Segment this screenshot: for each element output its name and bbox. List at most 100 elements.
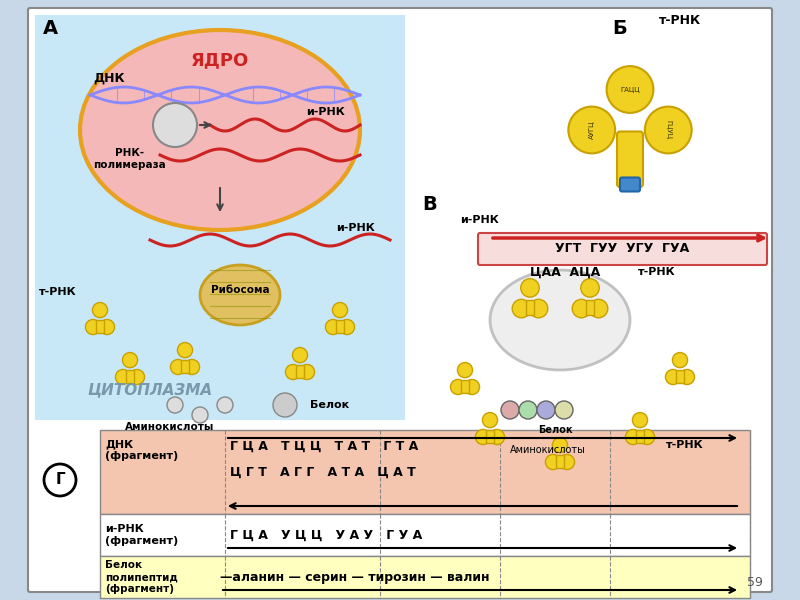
Circle shape xyxy=(93,302,107,317)
Text: А: А xyxy=(42,19,58,37)
Circle shape xyxy=(626,430,641,445)
FancyBboxPatch shape xyxy=(620,178,640,191)
Circle shape xyxy=(326,319,341,335)
Bar xyxy=(636,430,644,443)
Text: —аланин — серин — тирозин — валин: —аланин — серин — тирозин — валин xyxy=(220,571,490,583)
Circle shape xyxy=(679,370,694,385)
Text: ДНК: ДНК xyxy=(93,71,125,85)
Circle shape xyxy=(590,299,608,318)
Text: ЦИТОПЛАЗМА: ЦИТОПЛАЗМА xyxy=(87,383,213,397)
Bar xyxy=(181,360,189,373)
Text: т-РНК: т-РНК xyxy=(638,267,676,277)
Circle shape xyxy=(293,347,307,362)
Text: В: В xyxy=(422,196,438,214)
Circle shape xyxy=(555,401,573,419)
Bar xyxy=(556,455,564,467)
Text: ГАЦЦ: ГАЦЦ xyxy=(620,86,640,92)
Circle shape xyxy=(44,464,76,496)
Text: и-РНК: и-РНК xyxy=(306,107,345,117)
Text: ЦАА  АЦА: ЦАА АЦА xyxy=(530,265,600,278)
Text: Г Ц А   У Ц Ц   У А У   Г У А: Г Ц А У Ц Ц У А У Г У А xyxy=(230,529,422,541)
Circle shape xyxy=(86,319,101,335)
Circle shape xyxy=(639,430,654,445)
Circle shape xyxy=(553,437,567,452)
Circle shape xyxy=(153,103,197,147)
Circle shape xyxy=(167,397,183,413)
Circle shape xyxy=(450,379,466,395)
Circle shape xyxy=(633,413,647,428)
Circle shape xyxy=(475,430,490,445)
Bar xyxy=(526,300,534,316)
Text: УГТ  ГУУ  УГУ  ГУА: УГТ ГУУ УГУ ГУА xyxy=(555,242,689,256)
Circle shape xyxy=(501,401,519,419)
Ellipse shape xyxy=(80,30,360,230)
Circle shape xyxy=(333,302,347,317)
Circle shape xyxy=(568,107,615,154)
Text: т-РНК: т-РНК xyxy=(39,287,77,297)
FancyBboxPatch shape xyxy=(100,514,750,556)
Text: т-РНК: т-РНК xyxy=(666,440,704,450)
Bar xyxy=(126,370,134,383)
Bar xyxy=(676,370,684,383)
Bar xyxy=(486,430,494,443)
Circle shape xyxy=(546,454,561,470)
Text: Аминокислоты: Аминокислоты xyxy=(126,422,214,432)
FancyBboxPatch shape xyxy=(100,556,750,598)
Text: и-РНК: и-РНК xyxy=(336,223,375,233)
FancyBboxPatch shape xyxy=(35,15,405,420)
Circle shape xyxy=(482,413,498,428)
Circle shape xyxy=(185,359,199,374)
Circle shape xyxy=(339,319,354,335)
Circle shape xyxy=(299,364,314,380)
Text: и-РНК: и-РНК xyxy=(460,215,498,225)
Bar xyxy=(586,300,594,316)
Circle shape xyxy=(666,370,681,385)
FancyBboxPatch shape xyxy=(100,430,750,514)
Circle shape xyxy=(170,359,186,374)
Text: Аминокислоты: Аминокислоты xyxy=(510,445,586,455)
Text: Б: Б xyxy=(613,19,627,37)
Text: Г: Г xyxy=(55,473,65,487)
Bar xyxy=(336,320,344,332)
Circle shape xyxy=(581,278,599,297)
Circle shape xyxy=(273,393,297,417)
Circle shape xyxy=(490,430,505,445)
Circle shape xyxy=(115,370,130,385)
Ellipse shape xyxy=(200,265,280,325)
FancyBboxPatch shape xyxy=(478,233,767,265)
Circle shape xyxy=(130,370,145,385)
Text: ДНК
(фрагмент): ДНК (фрагмент) xyxy=(105,439,178,461)
Text: ЯДРО: ЯДРО xyxy=(191,51,249,69)
Circle shape xyxy=(512,299,530,318)
Text: Г Ц А   Т Ц Ц   Т А Т   Г Т А: Г Ц А Т Ц Ц Т А Т Г Т А xyxy=(230,439,418,452)
FancyBboxPatch shape xyxy=(28,8,772,592)
Circle shape xyxy=(286,364,301,380)
Circle shape xyxy=(530,299,548,318)
Circle shape xyxy=(178,343,193,358)
Text: ГЦУЦ: ГЦУЦ xyxy=(665,121,671,140)
Circle shape xyxy=(521,278,539,297)
Circle shape xyxy=(645,107,692,154)
Text: АУГЦ: АУГЦ xyxy=(589,121,595,139)
FancyBboxPatch shape xyxy=(617,131,643,187)
Circle shape xyxy=(572,299,590,318)
Circle shape xyxy=(217,397,233,413)
Text: Ц Г Т   А Г Г   А Т А   Ц А Т: Ц Г Т А Г Г А Т А Ц А Т xyxy=(230,466,416,479)
Circle shape xyxy=(559,454,574,470)
Text: Белок: Белок xyxy=(538,425,572,435)
Circle shape xyxy=(99,319,114,335)
Text: и-РНК
(фрагмент): и-РНК (фрагмент) xyxy=(105,524,178,546)
Circle shape xyxy=(673,353,687,368)
Bar xyxy=(296,365,304,377)
Bar xyxy=(96,320,104,332)
Text: 59: 59 xyxy=(747,575,763,589)
Text: т-РНК: т-РНК xyxy=(659,13,701,26)
Circle shape xyxy=(537,401,555,419)
Circle shape xyxy=(465,379,479,395)
Bar xyxy=(461,380,469,392)
Circle shape xyxy=(519,401,537,419)
Text: Белок
полипептид
(фрагмент): Белок полипептид (фрагмент) xyxy=(105,560,178,593)
Circle shape xyxy=(192,407,208,423)
Circle shape xyxy=(606,66,654,113)
Circle shape xyxy=(122,353,138,368)
